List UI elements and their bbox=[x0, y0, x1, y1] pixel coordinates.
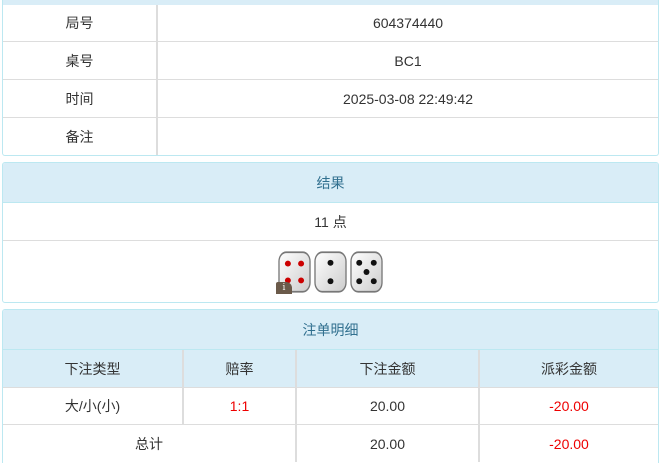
bet-type: 大/小(小) bbox=[3, 388, 184, 424]
label: 时间 bbox=[3, 80, 158, 117]
die-4-icon: i bbox=[276, 250, 311, 294]
die-5-icon bbox=[350, 250, 383, 293]
info-row-table: 桌号 BC1 bbox=[3, 42, 658, 80]
info-row-time: 时间 2025-03-08 22:49:42 bbox=[3, 80, 658, 118]
table-row: 大/小(小) 1:1 20.00 -20.00 bbox=[3, 388, 658, 425]
result-points: 11 点 bbox=[3, 203, 658, 241]
payout: -20.00 bbox=[549, 398, 589, 414]
total-label: 总计 bbox=[3, 425, 297, 462]
col-bet-type: 下注类型 bbox=[3, 350, 184, 387]
total-amount: 20.00 bbox=[297, 425, 480, 462]
col-odds: 赔率 bbox=[184, 350, 297, 387]
total-row: 总计 20.00 -20.00 bbox=[3, 425, 658, 462]
table-number: BC1 bbox=[394, 52, 422, 69]
remark-value bbox=[158, 118, 658, 155]
col-bet-amount: 下注金额 bbox=[297, 350, 480, 387]
die-2-icon bbox=[314, 250, 347, 293]
info-row-round: 局号 604374440 bbox=[3, 5, 658, 42]
bet-amount: 20.00 bbox=[297, 388, 480, 424]
info-row-remark: 备注 bbox=[3, 118, 658, 155]
label: 桌号 bbox=[3, 42, 158, 79]
odds: 1:1 bbox=[184, 388, 297, 424]
label: 备注 bbox=[3, 118, 158, 155]
points-text: 11 点 bbox=[314, 213, 347, 230]
time-value: 2025-03-08 22:49:42 bbox=[343, 90, 473, 107]
total-payout: -20.00 bbox=[549, 435, 589, 452]
info-icon[interactable]: i bbox=[276, 281, 292, 294]
result-title: 结果 bbox=[3, 163, 658, 203]
col-payout: 派彩金额 bbox=[541, 360, 597, 377]
dice-row: i bbox=[3, 241, 658, 302]
round-number: 604374440 bbox=[372, 15, 444, 31]
info-table: 局号 604374440 桌号 BC1 时间 2025-03-08 22:49:… bbox=[2, 5, 659, 156]
label: 局号 bbox=[3, 5, 158, 41]
bet-details-title: 注单明细 bbox=[3, 310, 658, 350]
bet-columns-header: 下注类型 赔率 下注金额 派彩金额 bbox=[3, 350, 658, 388]
bet-details-panel: 注单明细 下注类型 赔率 下注金额 派彩金额 大/小(小) 1:1 20.00 … bbox=[2, 309, 659, 463]
result-panel: 结果 11 点 i bbox=[2, 162, 659, 303]
